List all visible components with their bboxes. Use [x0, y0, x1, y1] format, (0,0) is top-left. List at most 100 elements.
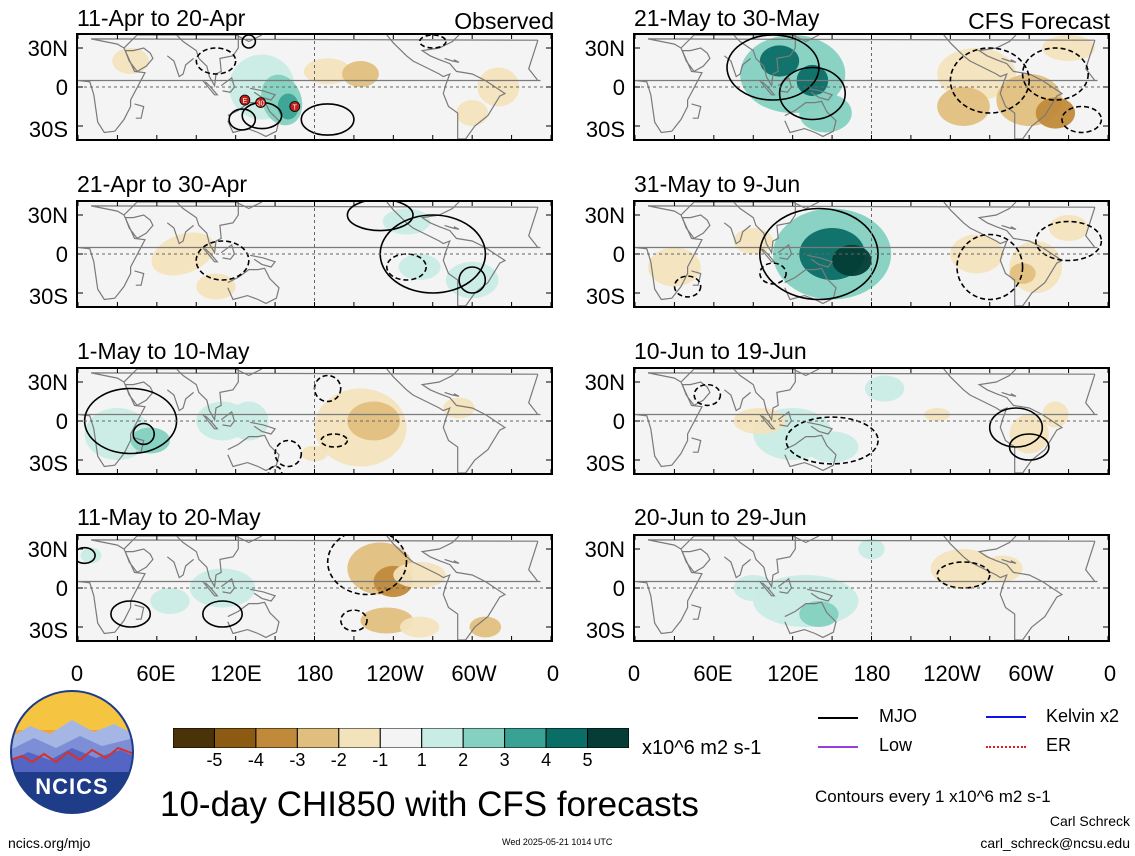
- coastline: [1001, 391, 1017, 397]
- panel-title-1: 11-Apr to 20-Apr: [77, 5, 246, 31]
- colorbar-label: 3: [499, 750, 510, 770]
- colorbar-label: 4: [541, 750, 552, 770]
- colorbar-label: -4: [247, 750, 264, 770]
- chi-anomaly-area: [1042, 35, 1095, 61]
- colorbar-label: -2: [330, 750, 347, 770]
- y-tick-0: 0: [55, 576, 68, 601]
- y-tick-0: 0: [612, 75, 625, 100]
- coastline: [784, 100, 837, 138]
- coastline: [943, 202, 1064, 306]
- coastline: [227, 434, 280, 472]
- x-tick-60w: 60W: [451, 661, 497, 686]
- map-plot-svg: [635, 536, 1108, 640]
- chi-anomaly-area: [930, 549, 997, 588]
- storm-marker: 30: [255, 97, 267, 108]
- coastline: [249, 87, 277, 101]
- mjo-contour-negative: [693, 383, 722, 407]
- legend-label-mjo: MJO: [879, 706, 917, 726]
- panel-title-4: 11-May to 20-May: [77, 504, 261, 530]
- coastline: [681, 47, 711, 72]
- footer-author: Carl Schreck: [1049, 813, 1130, 829]
- ncics-logo-graphic: [10, 690, 134, 814]
- coastline: [691, 270, 702, 286]
- colorbar-swatch: [462, 727, 506, 749]
- map-panel-4: [76, 534, 553, 642]
- colorbar-swatch: [421, 727, 464, 749]
- mjo-contour-negative: [195, 47, 237, 75]
- coastline: [134, 103, 145, 119]
- chi-anomaly-area: [733, 408, 787, 434]
- chi-anomaly-area: [648, 247, 701, 287]
- ncics-logo-text: NCICS: [35, 774, 109, 799]
- map-panel-8: [633, 534, 1110, 642]
- chi-anomaly-area: [864, 375, 905, 402]
- mjo-contour-negative: [759, 262, 787, 285]
- legend-label-kelvin: Kelvin x2: [1046, 706, 1120, 726]
- coastline: [784, 267, 837, 305]
- y-tick-0: 0: [612, 242, 625, 267]
- mjo-contour-positive: [132, 422, 155, 446]
- chi-anomaly-area: [1048, 215, 1089, 241]
- y-tick-0: 0: [55, 409, 68, 434]
- coastline: [681, 214, 711, 239]
- y-tick-30s: 30S: [28, 284, 68, 309]
- colorbar-swatch: [504, 727, 547, 749]
- coastline: [691, 437, 702, 453]
- y-tick-0: 0: [612, 409, 625, 434]
- panel-title-7: 10-Jun to 19-Jun: [634, 338, 807, 364]
- coastline: [759, 581, 776, 597]
- x-tick-60e: 60E: [693, 661, 733, 686]
- storm-marker-label: E: [243, 98, 248, 105]
- coastline: [235, 35, 263, 43]
- footer-url[interactable]: ncics.org/mjo: [8, 835, 91, 851]
- map-panel-7: [633, 367, 1110, 475]
- y-tick-30n: 30N: [27, 537, 68, 562]
- x-tick-0-end: 0: [1103, 661, 1117, 686]
- coastline: [386, 202, 507, 306]
- footer-email[interactable]: carl_schreck@ncsu.edu: [980, 835, 1130, 851]
- coastline: [166, 222, 194, 245]
- panel-title-8: 20-Jun to 29-Jun: [634, 504, 807, 530]
- coastline: [1001, 57, 1017, 63]
- y-tick-0: 0: [55, 75, 68, 100]
- chi-anomaly-area: [150, 588, 190, 614]
- mjo-contour-negative: [1061, 105, 1103, 134]
- coastline: [681, 381, 711, 406]
- x-tick-120w: 120W: [366, 661, 424, 686]
- colorbar-label: 5: [582, 750, 593, 770]
- coastline: [166, 556, 194, 579]
- map-plot-svg: E 30 T: [78, 35, 551, 139]
- legend-line-low: [818, 746, 858, 748]
- contours-note: Contours every 1 x10^6 m2 s-1: [815, 787, 1051, 806]
- map-panel-6: [633, 200, 1110, 308]
- storm-marker: T: [289, 101, 301, 112]
- colorbar-swatch: [545, 727, 589, 749]
- chi-anomaly-area: [398, 254, 441, 280]
- colorbar-swatch: [379, 727, 423, 749]
- ncics-logo: NCICS: [10, 690, 134, 814]
- coastline: [806, 87, 834, 101]
- legend-label-low: Low: [879, 735, 913, 755]
- x-tick-180: 180: [296, 661, 334, 686]
- x-tick-120w: 120W: [923, 661, 981, 686]
- mjo-contour-negative: [313, 374, 342, 403]
- y-tick-30n: 30N: [27, 203, 68, 228]
- map-panel-1: E 30 T: [76, 33, 553, 141]
- coastline: [806, 421, 834, 435]
- coastline: [235, 536, 263, 544]
- coastline: [444, 224, 460, 230]
- coastline: [249, 254, 277, 268]
- y-tick-30s: 30S: [585, 284, 625, 309]
- colorbar-label: 2: [458, 750, 469, 770]
- coastline: [124, 548, 154, 573]
- coastline: [806, 254, 834, 268]
- coastline: [1001, 558, 1017, 564]
- chi-anomaly-area: [443, 397, 475, 419]
- mjo-contour-negative: [936, 561, 991, 589]
- legend-line-mjo: [818, 717, 858, 719]
- coastline: [792, 369, 820, 377]
- chi-anomaly-area: [112, 48, 149, 74]
- map-plot-svg: [635, 369, 1108, 473]
- mjo-contour-negative: [385, 253, 427, 281]
- legend-line-er: [986, 746, 1026, 748]
